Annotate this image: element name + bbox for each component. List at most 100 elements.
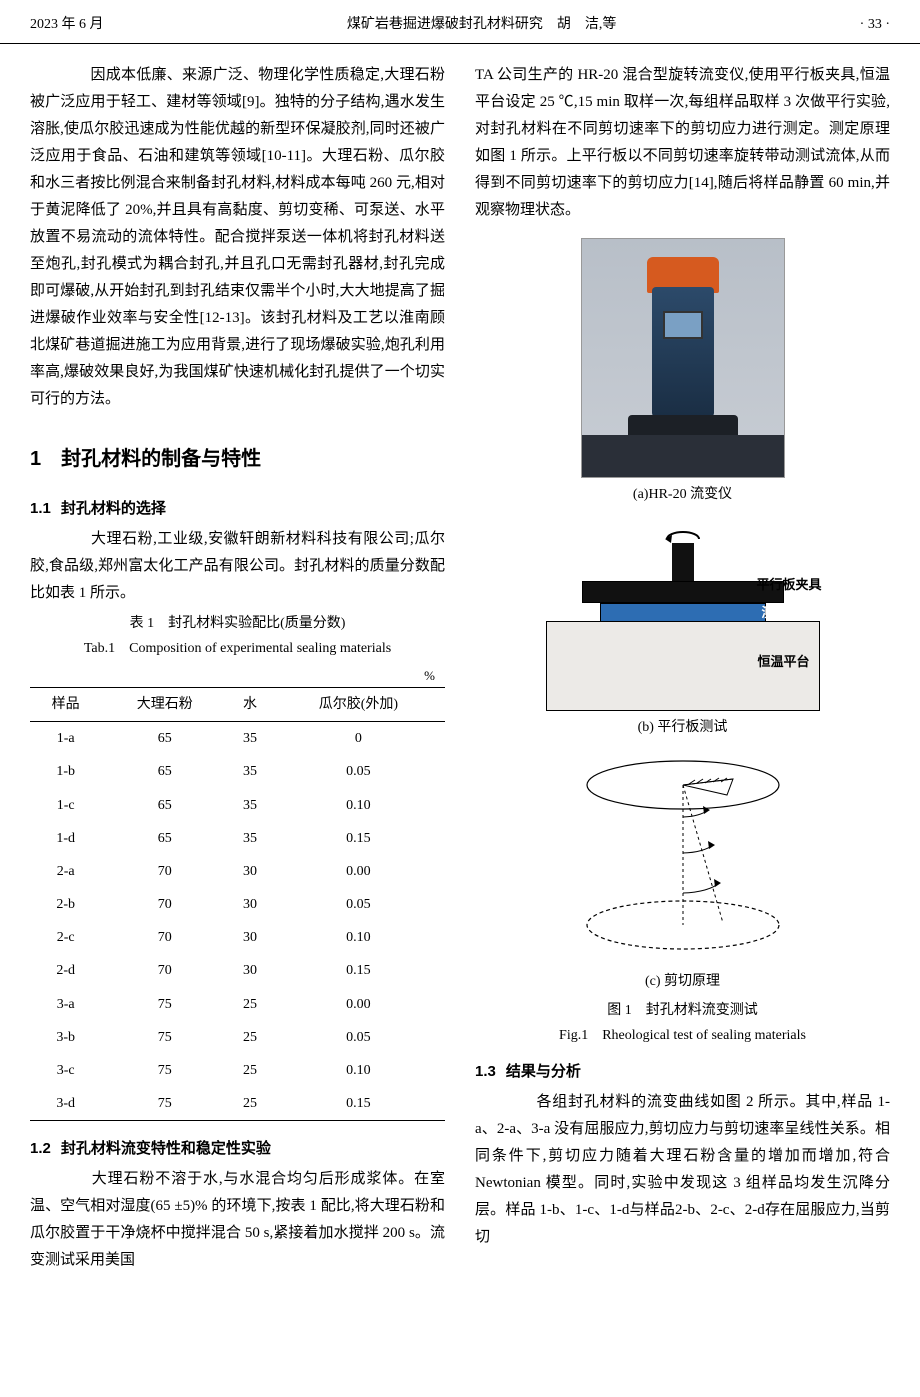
table-1: 样品大理石粉水瓜尔胶(外加) 1-a653501-b65350.051-c653… (30, 687, 445, 1121)
figure-1c-label: (c) 剪切原理 (475, 969, 890, 994)
table-row: 2-c70300.10 (30, 921, 445, 954)
table-row: 3-c75250.10 (30, 1054, 445, 1087)
table-cell: 70 (101, 888, 228, 921)
table-cell: 30 (228, 888, 272, 921)
table-header-cell: 水 (228, 687, 272, 721)
figure-1a-label: (a)HR-20 流变仪 (475, 482, 890, 507)
table-cell: 3-a (30, 988, 101, 1021)
hr20-instrument-icon (581, 238, 785, 478)
table-row: 1-d65350.15 (30, 822, 445, 855)
label-platform: 恒温平台 (757, 650, 809, 673)
table-cell: 0.05 (272, 888, 445, 921)
table-cell: 30 (228, 954, 272, 987)
table-cell: 1-c (30, 789, 101, 822)
table-header-cell: 大理石粉 (101, 687, 228, 721)
label-fixture: 平行板夹具 (756, 573, 821, 596)
table-header-cell: 样品 (30, 687, 101, 721)
table-cell: 1-b (30, 755, 101, 788)
right-column: TA 公司生产的 HR-20 混合型旋转流变仪,使用平行板夹具,恒温平台设定 2… (475, 62, 890, 1274)
page-content: 因成本低廉、来源广泛、物理化学性质稳定,大理石粉被广泛应用于轻工、建材等领域[9… (0, 44, 920, 1294)
section-1-title: 1 封孔材料的制备与特性 (30, 441, 445, 477)
figure-1c (475, 755, 890, 965)
paragraph-1-2: 大理石粉不溶于水,与水混合均匀后形成浆体。在室温、空气相对湿度(65 ±5)% … (30, 1166, 445, 1274)
table-cell: 2-c (30, 921, 101, 954)
table-cell: 2-b (30, 888, 101, 921)
table-cell: 2-d (30, 954, 101, 987)
header-right: · 33 · (860, 12, 890, 37)
paragraph-right-top: TA 公司生产的 HR-20 混合型旋转流变仪,使用平行板夹具,恒温平台设定 2… (475, 62, 890, 224)
table-cell: 1-a (30, 722, 101, 756)
subsection-num: 1.3 (475, 1063, 496, 1080)
table-row: 2-d70300.15 (30, 954, 445, 987)
table-header-cell: 瓜尔胶(外加) (272, 687, 445, 721)
table-cell: 75 (101, 988, 228, 1021)
subsection-text: 封孔材料流变特性和稳定性实验 (61, 1140, 271, 1157)
header-left: 2023 年 6 月 (30, 12, 104, 37)
table-cell: 0.00 (272, 855, 445, 888)
table-cell: 0.10 (272, 1054, 445, 1087)
header-center: 煤矿岩巷掘进爆破封孔材料研究 胡 洁,等 (347, 12, 617, 37)
figure-1-caption-en: Fig.1 Rheological test of sealing materi… (475, 1023, 890, 1048)
table-1-unit: % (30, 664, 445, 687)
subsection-1-3-title: 1.3 结果与分析 (475, 1058, 890, 1085)
subsection-1-2-title: 1.2 封孔材料流变特性和稳定性实验 (30, 1135, 445, 1162)
table-cell: 0.00 (272, 988, 445, 1021)
table-cell: 70 (101, 921, 228, 954)
table-cell: 3-c (30, 1054, 101, 1087)
subsection-text: 封孔材料的选择 (61, 500, 166, 517)
table-row: 3-d75250.15 (30, 1087, 445, 1121)
table-cell: 0.10 (272, 921, 445, 954)
table-cell: 25 (228, 1021, 272, 1054)
table-cell: 0.15 (272, 1087, 445, 1121)
subsection-1-1-title: 1.1 封孔材料的选择 (30, 495, 445, 522)
table-cell: 1-d (30, 822, 101, 855)
table-cell: 35 (228, 789, 272, 822)
figure-1b: 平行板夹具 测试流体 恒温平台 (475, 521, 890, 711)
table-cell: 35 (228, 755, 272, 788)
table-cell: 35 (228, 822, 272, 855)
figure-1-caption-zh: 图 1 封孔材料流变测试 (475, 998, 890, 1023)
table-row: 3-a75250.00 (30, 988, 445, 1021)
table-cell: 0.15 (272, 822, 445, 855)
subsection-num: 1.1 (30, 500, 51, 517)
page-header: 2023 年 6 月 煤矿岩巷掘进爆破封孔材料研究 胡 洁,等 · 33 · (0, 0, 920, 44)
subsection-text: 结果与分析 (506, 1063, 581, 1080)
table-cell: 65 (101, 755, 228, 788)
left-column: 因成本低廉、来源广泛、物理化学性质稳定,大理石粉被广泛应用于轻工、建材等领域[9… (30, 62, 445, 1274)
table-cell: 2-a (30, 855, 101, 888)
table-cell: 75 (101, 1054, 228, 1087)
table-cell: 0.10 (272, 789, 445, 822)
table-cell: 0 (272, 722, 445, 756)
table-row: 3-b75250.05 (30, 1021, 445, 1054)
table-row: 2-a70300.00 (30, 855, 445, 888)
table-cell: 35 (228, 722, 272, 756)
label-fluid: 测试流体 (761, 601, 813, 624)
table-cell: 25 (228, 988, 272, 1021)
table-cell: 65 (101, 822, 228, 855)
table-cell: 0.15 (272, 954, 445, 987)
table-row: 1-c65350.10 (30, 789, 445, 822)
table-cell: 3-d (30, 1087, 101, 1121)
table-cell: 3-b (30, 1021, 101, 1054)
paragraph-1-3: 各组封孔材料的流变曲线如图 2 所示。其中,样品 1-a、2-a、3-a 没有屈… (475, 1089, 890, 1251)
figure-1b-label: (b) 平行板测试 (475, 715, 890, 740)
table-cell: 25 (228, 1087, 272, 1121)
figure-1a (475, 238, 890, 478)
table-cell: 0.05 (272, 755, 445, 788)
table-cell: 65 (101, 722, 228, 756)
table-1-caption-zh: 表 1 封孔材料实验配比(质量分数) (30, 611, 445, 636)
subsection-num: 1.2 (30, 1140, 51, 1157)
table-cell: 0.05 (272, 1021, 445, 1054)
paragraph-1-1: 大理石粉,工业级,安徽轩朗新材料科技有限公司;瓜尔胶,食品级,郑州富太化工产品有… (30, 526, 445, 607)
table-cell: 75 (101, 1021, 228, 1054)
table-cell: 30 (228, 855, 272, 888)
table-cell: 70 (101, 855, 228, 888)
table-cell: 70 (101, 954, 228, 987)
table-cell: 75 (101, 1087, 228, 1121)
table-cell: 25 (228, 1054, 272, 1087)
table-row: 1-b65350.05 (30, 755, 445, 788)
table-cell: 30 (228, 921, 272, 954)
parallel-plate-diagram: 平行板夹具 测试流体 恒温平台 (538, 521, 828, 711)
shear-principle-diagram (573, 755, 793, 955)
table-cell: 65 (101, 789, 228, 822)
